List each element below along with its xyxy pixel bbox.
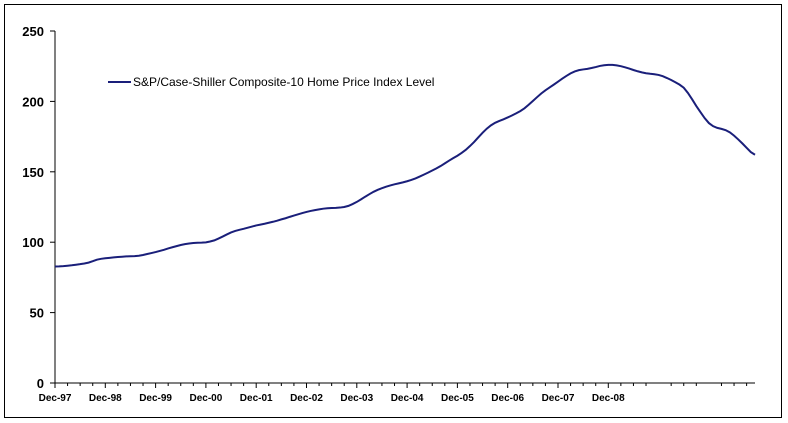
x-tick-label: Dec-97: [39, 393, 72, 404]
x-tick-label: Dec-06: [491, 393, 524, 404]
x-tick-label: Dec-05: [441, 393, 474, 404]
x-tick-label: Dec-98: [89, 393, 122, 404]
y-tick-label: 0: [37, 376, 44, 391]
y-tick-label: 100: [22, 235, 44, 250]
y-tick-label: 250: [22, 24, 44, 39]
x-tick-label: Dec-04: [391, 393, 424, 404]
x-tick-label: Dec-01: [240, 393, 273, 404]
x-tick-label: Dec-03: [340, 393, 373, 404]
legend-label: S&P/Case-Shiller Composite-10 Home Price…: [133, 75, 434, 89]
x-tick-label: Dec-99: [139, 393, 172, 404]
x-tick-label: Dec-00: [189, 393, 222, 404]
y-tick-label: 150: [22, 165, 44, 180]
y-tick-label: 50: [30, 306, 44, 321]
x-tick-label: Dec-08: [592, 393, 625, 404]
x-tick-label: Dec-02: [290, 393, 323, 404]
y-tick-label: 200: [22, 94, 44, 109]
x-tick-label: Dec-07: [542, 393, 575, 404]
series-line: [54, 63, 756, 268]
chart-frame: [4, 4, 782, 418]
